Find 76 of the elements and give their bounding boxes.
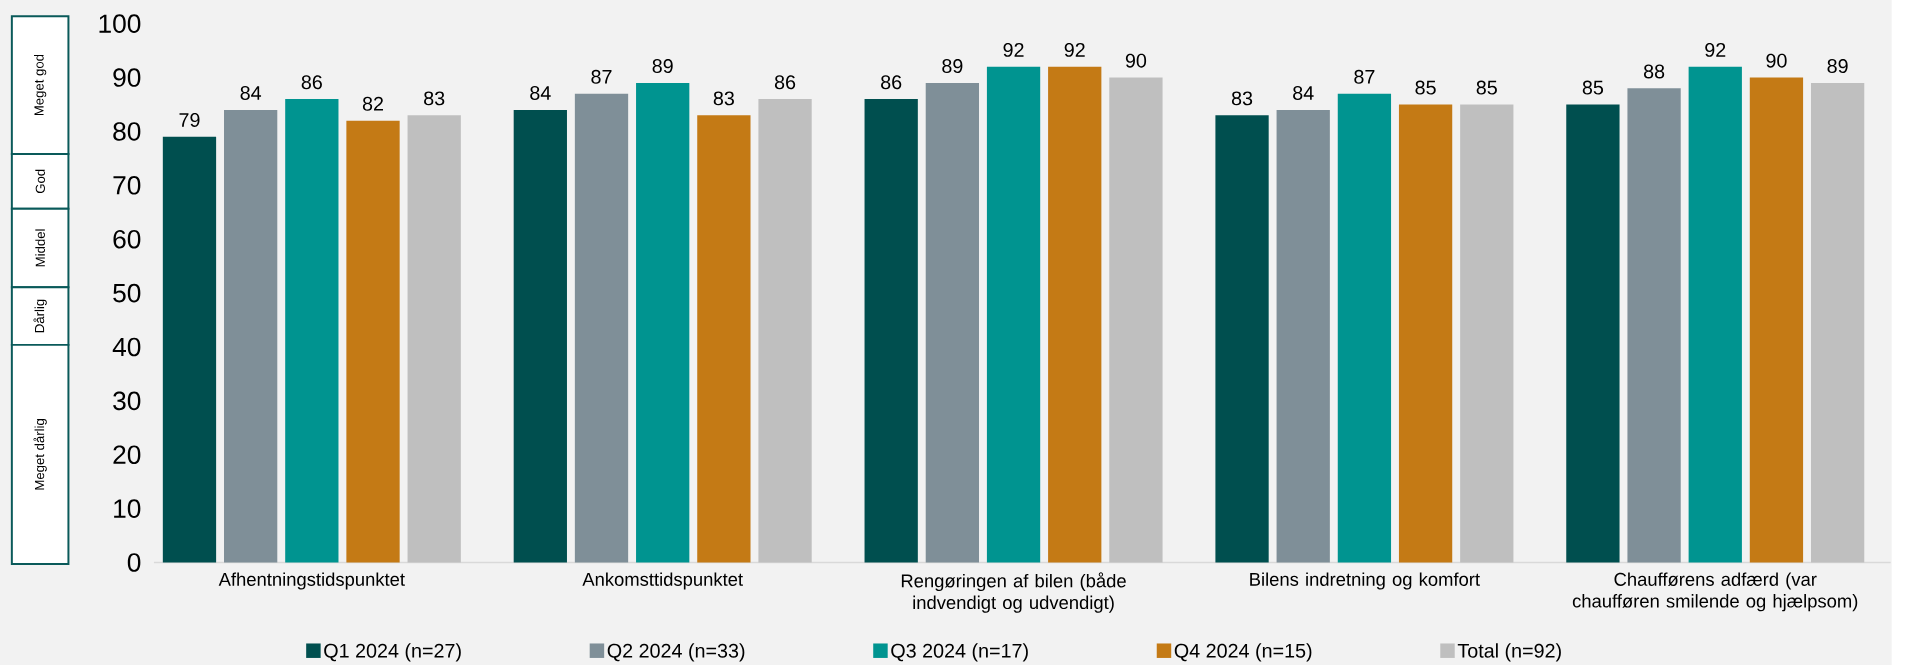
text: Meget dårlig xyxy=(33,419,47,490)
text: Dårlig xyxy=(33,299,47,333)
bar xyxy=(407,115,461,563)
data-label: 82 xyxy=(362,96,383,111)
bar xyxy=(513,109,567,563)
x-tick-label: Ankomsttidspunktet xyxy=(582,572,743,590)
bar xyxy=(1810,82,1865,563)
data-label: 87 xyxy=(1354,69,1375,84)
legend-label: Q4 2024 (n=15) xyxy=(1174,643,1312,662)
y-tick-label: 20 xyxy=(113,445,141,464)
data-label: 89 xyxy=(942,59,963,73)
y-tick-label: 70 xyxy=(113,175,141,195)
bar xyxy=(1566,104,1620,563)
bar xyxy=(1337,93,1392,563)
data-label: 85 xyxy=(1582,80,1604,95)
bar xyxy=(1109,77,1163,563)
y-tick-label: 90 xyxy=(113,68,141,87)
data-label: 89 xyxy=(1827,59,1848,73)
bar xyxy=(925,82,980,563)
legend-label: Q1 2024 (n=27) xyxy=(324,643,461,662)
x-tick-label: Chaufførens adfærd (var chaufføren smilende og hjælpsom) xyxy=(1572,572,1858,612)
legend-label: Q3 2024 (n=17) xyxy=(891,643,1028,662)
data-label: 83 xyxy=(424,91,445,106)
y-tick-label: 0 xyxy=(127,553,141,572)
bar xyxy=(346,120,400,563)
y-tick-label: 50 xyxy=(113,283,141,303)
bar xyxy=(758,99,812,563)
bar xyxy=(1398,104,1453,563)
x-tick-label: Bilens indretning og komfort xyxy=(1250,572,1480,590)
y-tick-label: 100 xyxy=(99,14,141,33)
bar xyxy=(1276,109,1330,563)
y-tick-label: 10 xyxy=(114,499,141,518)
data-label: 85 xyxy=(1415,80,1436,95)
data-label: 84 xyxy=(1293,85,1314,100)
data-label: 90 xyxy=(1766,53,1787,68)
bar xyxy=(1215,115,1269,563)
x-tick-label: Afhentningstidspunktet xyxy=(218,572,405,590)
bar xyxy=(986,66,1041,563)
y-tick-label: 80 xyxy=(113,122,141,141)
data-label: 84 xyxy=(530,85,551,100)
y-tick-label: 30 xyxy=(113,391,141,411)
legend-label: Total (n=92) xyxy=(1457,643,1561,662)
data-label: 83 xyxy=(1231,91,1253,106)
bar xyxy=(1749,77,1804,563)
y-tick-label: 40 xyxy=(112,337,141,357)
data-label: 92 xyxy=(1003,42,1024,57)
bar xyxy=(224,109,278,563)
data-label: 86 xyxy=(881,75,902,90)
legend-label: Q2 2024 (n=33) xyxy=(607,643,745,662)
bar xyxy=(1048,66,1102,563)
data-label: 79 xyxy=(179,112,200,127)
data-label: 85 xyxy=(1476,80,1497,95)
data-label: 86 xyxy=(774,75,796,90)
data-label: 88 xyxy=(1643,64,1665,79)
text: Meget god xyxy=(34,54,47,116)
bar xyxy=(697,115,751,563)
bar xyxy=(864,99,918,563)
data-label: 92 xyxy=(1705,42,1726,57)
data-label: 84 xyxy=(240,85,262,100)
bar xyxy=(574,93,629,563)
bar xyxy=(285,99,339,563)
data-label: 83 xyxy=(713,91,734,106)
bar xyxy=(162,136,217,563)
bar xyxy=(1460,104,1514,563)
bar xyxy=(1688,66,1742,563)
data-label: 92 xyxy=(1064,42,1085,57)
x-tick-label: Rengøringen af bilen (både indvendigt og udvendigt) xyxy=(901,572,1126,613)
text: Middel xyxy=(35,229,45,267)
data-label: 89 xyxy=(652,59,673,73)
bar xyxy=(1627,88,1681,563)
data-label: 86 xyxy=(301,75,322,90)
text: God xyxy=(35,169,45,194)
data-label: 87 xyxy=(591,69,612,84)
y-tick-label: 60 xyxy=(113,229,141,249)
bar xyxy=(636,82,690,563)
data-label: 90 xyxy=(1125,53,1147,68)
